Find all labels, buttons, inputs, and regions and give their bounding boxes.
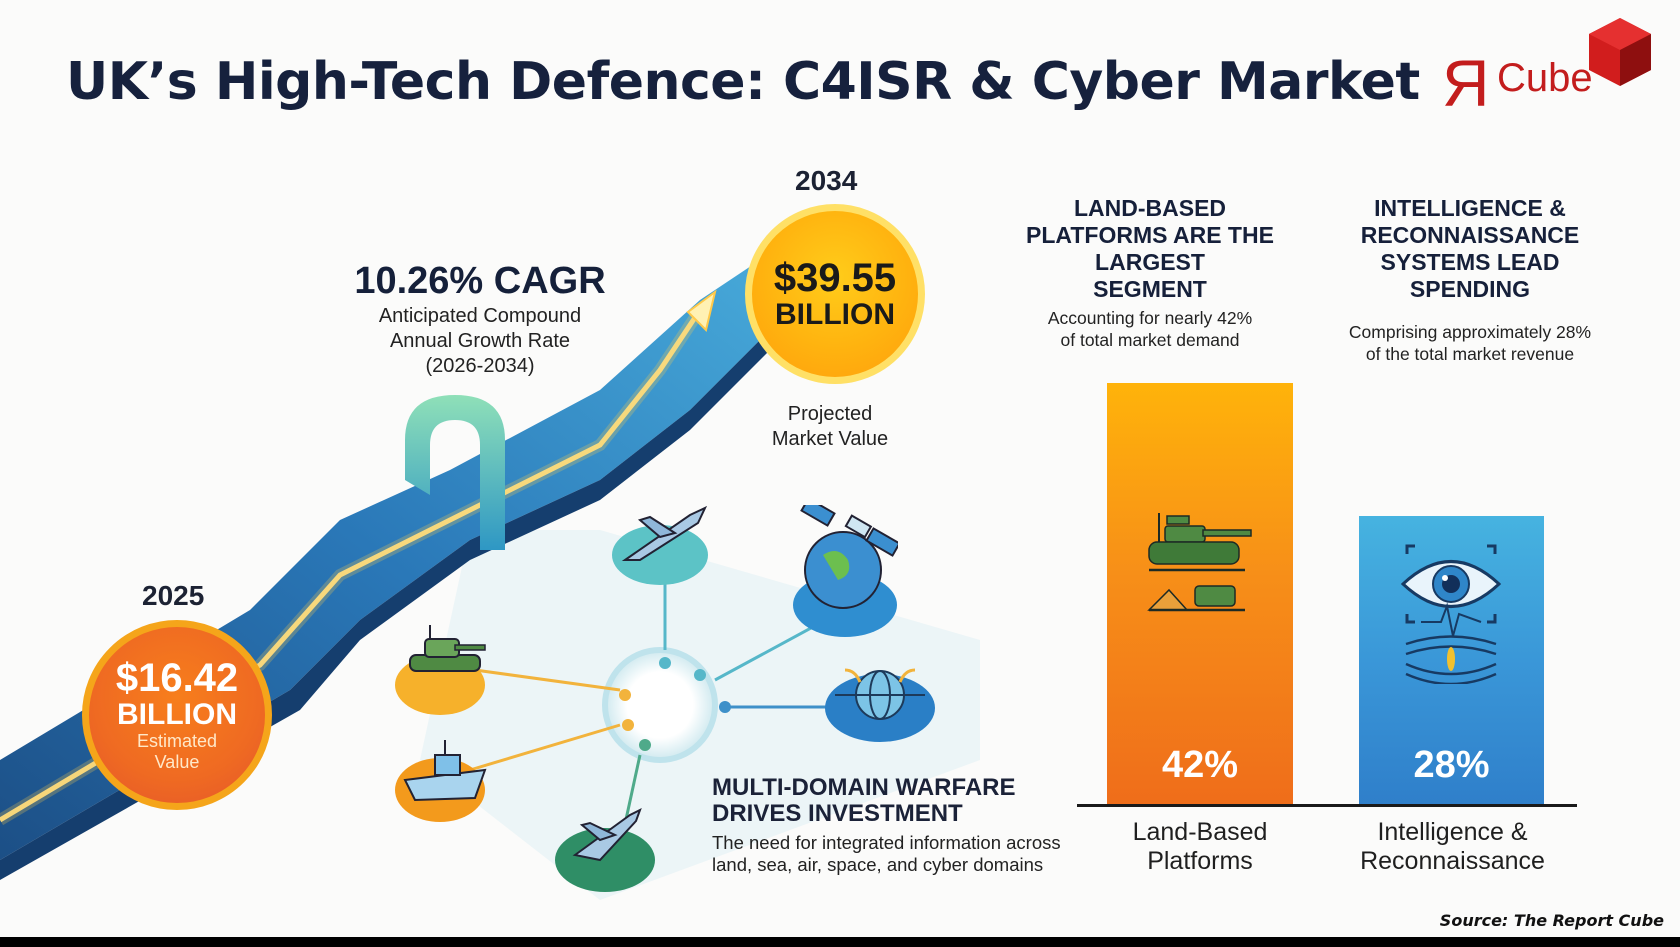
report-cube-logo [1440,14,1660,114]
bar-value-label: 42% [1161,744,1239,786]
heading-line: SYSTEMS LEAD [1380,249,1560,275]
cagr-value: 10.26% CAGR [354,260,606,302]
caption-line: Projected [787,403,873,425]
logo-mark: R [1442,46,1490,120]
multi-domain-heading: MULTI-DOMAIN WARFARE DRIVES INVESTMENT [712,775,1016,827]
fighter-jet-icon [570,805,650,870]
caption-line: Estimated [136,731,218,751]
category-line: Reconnaissance [1360,847,1545,875]
tank-icon [1147,513,1252,612]
chart-baseline [1077,804,1577,807]
category-line: Platforms [1147,847,1253,875]
caption-line: Value [154,752,200,772]
source-citation: Source: The Report Cube [1439,911,1664,930]
satellite-globe-icon [798,497,901,620]
subtitle-line: Comprising approximately 28% [1348,322,1592,342]
cagr-line: (2026-2034) [425,355,535,377]
multi-domain-description: The need for integrated information acro… [712,832,1061,876]
caption-line: Market Value [771,428,889,450]
cube-icon [1589,18,1651,86]
segment-heading: INTELLIGENCE & RECONNAISSANCE SYSTEMS LE… [1320,195,1620,303]
projected-caption: Projected Market Value [740,402,920,452]
heading-line: LARGEST [1095,249,1205,275]
category-label-land: Land-Based Platforms [1080,818,1320,876]
subtitle-line: Accounting for nearly 42% [1047,308,1253,328]
segment-intel-header: INTELLIGENCE & RECONNAISSANCE SYSTEMS LE… [1320,195,1620,365]
cagr-description: Anticipated Compound Annual Growth Rate … [345,304,615,379]
heading-line: SPENDING [1409,276,1531,302]
category-label-intel: Intelligence & Reconnaissance [1320,818,1585,876]
fighter-jet-icon [620,505,710,570]
bar-intelligence: 28% [1359,516,1544,805]
description-line: land, sea, air, space, and cyber domains [712,854,1044,875]
value-2034-badge: $39.55 BILLION [745,204,925,384]
value-2034-amount: $39.55 [773,256,897,300]
bar-value-label: 28% [1413,744,1490,786]
subtitle-line: of total market demand [1060,330,1240,350]
value-2025-unit: BILLION [117,698,237,731]
value-2025-amount: $16.42 [115,656,239,700]
cyber-globe-icon [830,650,930,745]
bar-land-based: 42% [1107,383,1293,805]
heading-line: INTELLIGENCE & [1374,195,1566,221]
heading-line: LAND-BASED [1073,195,1227,221]
growth-ribbon-illustration [0,260,980,900]
segment-subtitle: Comprising approximately 28% of the tota… [1320,321,1620,365]
eye-surveillance-icon [1401,544,1501,684]
heading-line: RECONNAISSANCE [1360,222,1580,248]
segment-subtitle: Accounting for nearly 42% of total marke… [1010,307,1290,351]
year-2025-label: 2025 [142,580,205,611]
category-line: Intelligence & [1377,818,1528,846]
ship-icon [400,740,490,815]
cagr-line: Anticipated Compound [378,305,582,327]
category-line: Land-Based [1132,818,1268,846]
segment-heading: LAND-BASED PLATFORMS ARE THE LARGEST SEG… [1010,195,1290,303]
heading-line: SEGMENT [1093,276,1207,302]
segment-land-header: LAND-BASED PLATFORMS ARE THE LARGEST SEG… [1010,195,1290,351]
tank-icon [400,625,490,690]
logo-text: Cube [1497,56,1593,100]
subtitle-line: of the total market revenue [1365,344,1575,364]
value-2034-unit: BILLION [775,298,895,331]
bottom-border [0,937,1680,947]
heading-line: MULTI-DOMAIN WARFARE [712,774,1016,801]
value-2025-badge: $16.42 BILLION Estimated Value [82,620,272,810]
description-line: The need for integrated information acro… [712,832,1061,853]
page-title: UK’s High-Tech Defence: C4ISR & Cyber Ma… [66,52,1420,112]
heading-line: DRIVES INVESTMENT [712,800,963,827]
year-2034-label: 2034 [795,165,858,196]
heading-line: PLATFORMS ARE THE [1026,222,1274,248]
cagr-line: Annual Growth Rate [389,330,571,352]
